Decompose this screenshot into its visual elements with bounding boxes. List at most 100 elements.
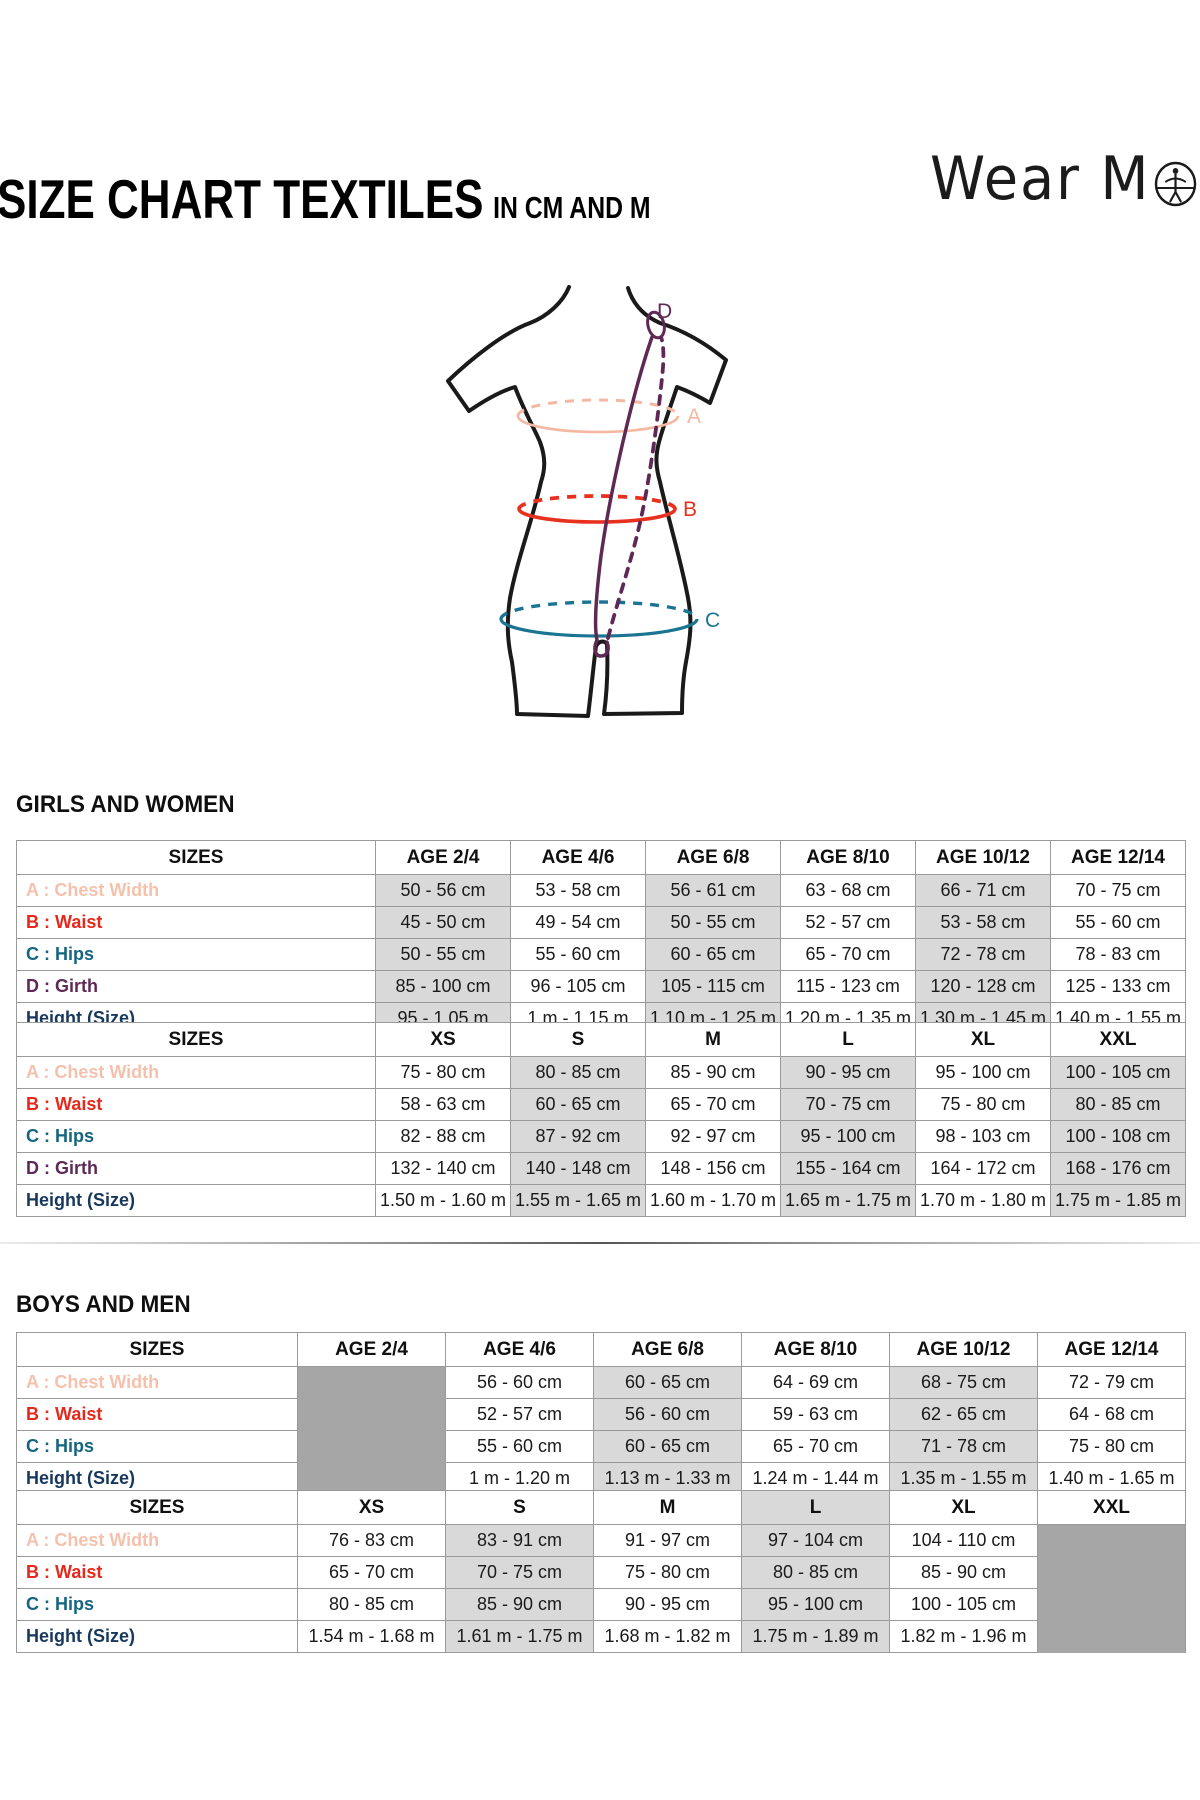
size-value-cell: 72 - 79 cm xyxy=(1037,1366,1186,1399)
size-value-cell: 164 - 172 cm xyxy=(915,1152,1051,1185)
size-value-cell: 50 - 55 cm xyxy=(375,938,511,971)
size-value-cell: 71 - 78 cm xyxy=(889,1430,1038,1463)
sizes-column-header: SIZES xyxy=(16,840,376,875)
measurement-row-label: Height (Size) xyxy=(16,1184,376,1217)
size-value-cell: 59 - 63 cm xyxy=(741,1398,890,1431)
size-value-cell: 1.75 m - 1.85 m xyxy=(1050,1184,1186,1217)
size-value-cell: 45 - 50 cm xyxy=(375,906,511,939)
girls-women-heading: GIRLS AND WOMEN xyxy=(16,791,235,818)
size-value-cell: 1.55 m - 1.65 m xyxy=(510,1184,646,1217)
column-header-age-6-8: AGE 6/8 xyxy=(593,1332,742,1367)
column-header-age-4-6: AGE 4/6 xyxy=(445,1332,594,1367)
size-value-cell: 63 - 68 cm xyxy=(780,874,916,907)
size-value-cell: 65 - 70 cm xyxy=(780,938,916,971)
size-value-cell: 1.50 m - 1.60 m xyxy=(375,1184,511,1217)
column-header-s: S xyxy=(445,1490,594,1525)
girth-shoulder-loop xyxy=(646,310,666,340)
size-value-cell: 155 - 164 cm xyxy=(780,1152,916,1185)
size-value-cell: 1.54 m - 1.68 m xyxy=(297,1620,446,1653)
size-value-cell: 85 - 100 cm xyxy=(375,970,511,1003)
blocked-cell xyxy=(1037,1556,1186,1589)
waist-line-front xyxy=(517,508,677,524)
size-value-cell: 65 - 70 cm xyxy=(645,1088,781,1121)
measurement-row-label: D : Girth xyxy=(16,970,376,1003)
size-value-cell: 65 - 70 cm xyxy=(297,1556,446,1589)
blocked-cell xyxy=(1037,1620,1186,1653)
girth-line-back xyxy=(606,335,666,640)
size-value-cell: 55 - 60 cm xyxy=(510,938,646,971)
size-value-cell: 80 - 85 cm xyxy=(1050,1088,1186,1121)
column-header-xl: XL xyxy=(915,1022,1051,1057)
size-value-cell: 55 - 60 cm xyxy=(445,1430,594,1463)
dancer-circle-icon xyxy=(1154,161,1197,207)
page-title: SIZE CHART TEXTILES IN CM AND M xyxy=(0,167,651,231)
size-value-cell: 56 - 60 cm xyxy=(593,1398,742,1431)
column-header-s: S xyxy=(510,1022,646,1057)
size-value-cell: 78 - 83 cm xyxy=(1050,938,1186,971)
measurement-row-label: C : Hips xyxy=(16,938,376,971)
sizes-column-header: SIZES xyxy=(16,1022,376,1057)
size-value-cell: 75 - 80 cm xyxy=(915,1088,1051,1121)
column-header-age-2-4: AGE 2/4 xyxy=(297,1332,446,1367)
size-value-cell: 80 - 85 cm xyxy=(510,1056,646,1089)
size-value-cell: 55 - 60 cm xyxy=(1050,906,1186,939)
size-value-cell: 92 - 97 cm xyxy=(645,1120,781,1153)
size-value-cell: 53 - 58 cm xyxy=(915,906,1051,939)
chest-line-back xyxy=(516,398,680,417)
size-value-cell: 60 - 65 cm xyxy=(593,1366,742,1399)
hips-line-front xyxy=(499,618,699,638)
size-value-cell: 60 - 65 cm xyxy=(510,1088,646,1121)
column-header-xl: XL xyxy=(889,1490,1038,1525)
size-value-cell: 1.24 m - 1.44 m xyxy=(741,1462,890,1495)
size-value-cell: 132 - 140 cm xyxy=(375,1152,511,1185)
size-value-cell: 68 - 75 cm xyxy=(889,1366,1038,1399)
column-header-age-10-12: AGE 10/12 xyxy=(889,1332,1038,1367)
size-value-cell: 97 - 104 cm xyxy=(741,1524,890,1557)
size-value-cell: 70 - 75 cm xyxy=(780,1088,916,1121)
wear-moi-logo: Wear M i xyxy=(930,146,1200,212)
size-value-cell: 83 - 91 cm xyxy=(445,1524,594,1557)
column-header-m: M xyxy=(593,1490,742,1525)
size-value-cell: 168 - 176 cm xyxy=(1050,1152,1186,1185)
size-value-cell: 85 - 90 cm xyxy=(889,1556,1038,1589)
measurement-row-label: C : Hips xyxy=(16,1120,376,1153)
column-header-age-2-4: AGE 2/4 xyxy=(375,840,511,875)
size-value-cell: 50 - 56 cm xyxy=(375,874,511,907)
size-value-cell: 104 - 110 cm xyxy=(889,1524,1038,1557)
girls-women-age-table: SIZES AGE 2/4 AGE 4/6 AGE 6/8 AGE 8/10 AGE 10… xyxy=(16,840,1186,1035)
size-value-cell: 120 - 128 cm xyxy=(915,970,1051,1003)
blocked-cell xyxy=(297,1366,446,1399)
size-value-cell: 100 - 108 cm xyxy=(1050,1120,1186,1153)
sizes-column-header: SIZES xyxy=(16,1332,298,1367)
size-value-cell: 53 - 58 cm xyxy=(510,874,646,907)
column-header-age-12-14: AGE 12/14 xyxy=(1037,1332,1186,1367)
size-value-cell: 1.40 m - 1.65 m xyxy=(1037,1462,1186,1495)
size-value-cell: 65 - 70 cm xyxy=(741,1430,890,1463)
size-value-cell: 95 - 100 cm xyxy=(915,1056,1051,1089)
body-outline xyxy=(446,285,728,718)
measurement-row-label: Height (Size) xyxy=(16,1462,298,1495)
girth-line-front xyxy=(593,335,654,658)
size-value-cell: 85 - 90 cm xyxy=(645,1056,781,1089)
size-value-cell: 1.82 m - 1.96 m xyxy=(889,1620,1038,1653)
logo-text-end: i xyxy=(1199,146,1200,212)
size-value-cell: 90 - 95 cm xyxy=(593,1588,742,1621)
label-chest: A xyxy=(687,405,701,428)
size-value-cell: 72 - 78 cm xyxy=(915,938,1051,971)
measurement-row-label: A : Chest Width xyxy=(16,1056,376,1089)
label-waist: B xyxy=(683,498,697,521)
size-value-cell: 105 - 115 cm xyxy=(645,970,781,1003)
measurement-row-label: Height (Size) xyxy=(16,1620,298,1653)
size-value-cell: 100 - 105 cm xyxy=(1050,1056,1186,1089)
label-hips: C xyxy=(705,609,720,632)
column-header-age-12-14: AGE 12/14 xyxy=(1050,840,1186,875)
size-value-cell: 148 - 156 cm xyxy=(645,1152,781,1185)
blocked-cell xyxy=(1037,1524,1186,1557)
size-value-cell: 62 - 65 cm xyxy=(889,1398,1038,1431)
column-header-xxl: XXL xyxy=(1037,1490,1186,1525)
page-subtitle: IN CM AND M xyxy=(493,190,651,225)
size-value-cell: 1.13 m - 1.33 m xyxy=(593,1462,742,1495)
column-header-l: L xyxy=(780,1022,916,1057)
measurement-figure: A B C D xyxy=(446,285,728,718)
